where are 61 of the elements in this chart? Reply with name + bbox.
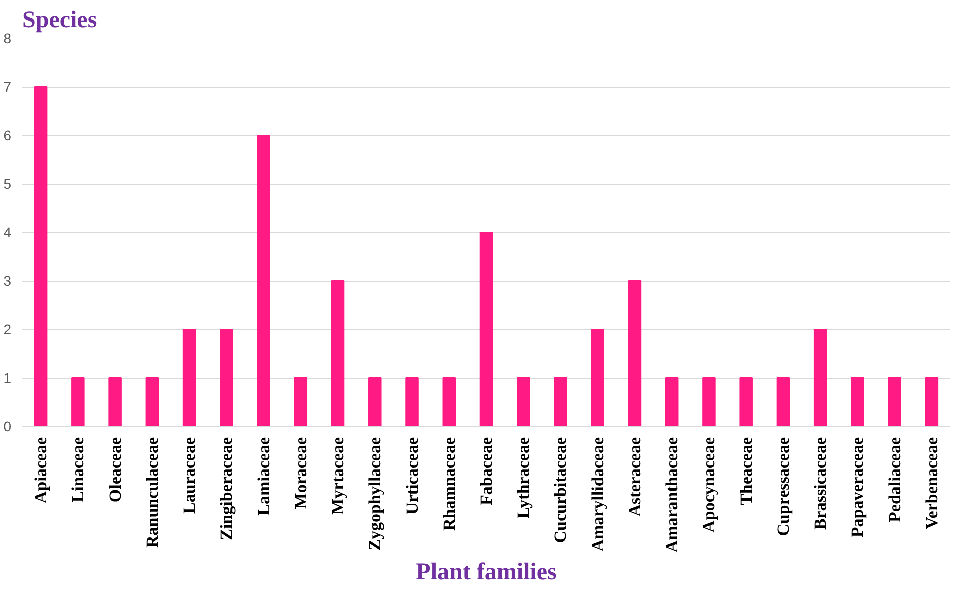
x-tick-label: Papaveraceae [848, 437, 868, 538]
x-tick-label: Urticaceae [402, 437, 422, 515]
x-tick-label: Verbenaceae [922, 437, 942, 530]
bar [591, 329, 604, 426]
bar [516, 378, 530, 426]
bar [406, 378, 419, 426]
x-tick-label: Fabaceae [477, 437, 496, 506]
y-tick-label: 2 [4, 322, 12, 338]
y-tick-label: 4 [4, 224, 12, 240]
bar [851, 378, 864, 426]
bar [776, 378, 790, 426]
y-tick-label: 3 [4, 273, 12, 289]
x-tick-label: Lauraceae [180, 437, 200, 514]
x-tick-label: Zingiberaceae [217, 437, 236, 540]
x-tick-label: Apocynaceae [700, 437, 719, 533]
y-tick-label: 8 [4, 30, 12, 46]
bar [182, 329, 196, 426]
bar [257, 135, 270, 426]
x-tick-label: Zygophyllaceae [366, 437, 385, 551]
bar [665, 378, 679, 426]
bar [702, 378, 716, 426]
x-tick-label: Cupressaceae [774, 437, 793, 536]
bar [368, 378, 382, 426]
bar [628, 280, 642, 426]
bar [442, 378, 456, 426]
x-tick-label: Ranunculaceae [142, 437, 162, 548]
bar [72, 378, 85, 426]
y-tick-label: 0 [4, 418, 12, 434]
x-tick-label: Theaceae [736, 437, 756, 506]
y-axis-title: Species [22, 8, 98, 34]
y-tick-label: 7 [4, 79, 12, 95]
bar [34, 86, 48, 426]
x-tick-label: Cucurbitaceae [551, 437, 570, 544]
bar [888, 378, 902, 426]
x-tick-label: Oleaceae [106, 437, 125, 503]
x-tick-label: Apiaceae [32, 437, 51, 504]
bar [294, 378, 308, 426]
bar [740, 378, 753, 426]
x-tick-label: Lythraceae [514, 437, 534, 519]
bar [925, 378, 939, 426]
x-tick-label: Amaranthaceae [662, 437, 682, 553]
x-axis-title: Plant families [416, 560, 557, 586]
y-tick-label: 6 [4, 128, 12, 144]
x-tick-label: Brassicaceae [811, 437, 830, 530]
bar [220, 329, 234, 426]
x-tick-label: Moraceae [291, 437, 310, 510]
x-tick-label: Linaceae [68, 437, 88, 503]
bar [554, 378, 568, 426]
bar [331, 280, 345, 426]
bar [146, 378, 160, 426]
x-tick-label: Pedaliaceae [885, 437, 904, 522]
y-tick-label: 5 [4, 176, 12, 192]
y-tick-label: 1 [4, 370, 12, 386]
bar [108, 378, 122, 426]
bar [480, 232, 494, 426]
x-tick-label: Lamiaceae [254, 437, 274, 516]
x-tick-label: Amaryllidaceae [588, 437, 608, 552]
x-tick-label: Myrtaceae [328, 437, 348, 515]
bar [814, 329, 828, 426]
x-tick-label: Asteraceae [625, 437, 644, 517]
x-tick-label: Rhamnaceae [440, 437, 459, 531]
